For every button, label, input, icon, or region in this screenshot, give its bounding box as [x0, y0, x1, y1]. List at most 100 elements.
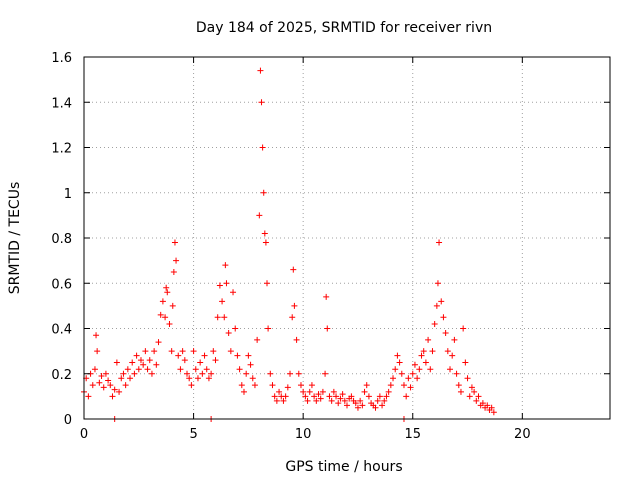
data-point: [188, 382, 195, 389]
data-point: [142, 348, 149, 355]
data-point: [273, 397, 280, 404]
data-point: [451, 336, 458, 343]
data-point: [267, 370, 274, 377]
data-point: [344, 402, 350, 409]
data-point: [394, 352, 401, 359]
y-tick-labels: 0 0.2 0.4 0.6 0.8 1 1.2 1.4 1.6: [51, 51, 72, 428]
data-point: [151, 348, 158, 355]
data-point: [113, 359, 120, 366]
data-point: [333, 393, 340, 400]
data-point: [171, 239, 178, 246]
data-point: [238, 382, 245, 389]
data-point: [186, 375, 193, 382]
data-point: [396, 359, 403, 366]
data-point: [194, 375, 201, 382]
data-point: [201, 352, 208, 359]
data-point: [295, 370, 302, 377]
data-point: [258, 99, 265, 106]
data-point: [365, 393, 372, 400]
data-point: [144, 366, 151, 373]
data-point: [308, 382, 315, 389]
plot-frame: [83, 56, 611, 420]
data-point: [199, 370, 206, 377]
data-point: [162, 314, 169, 321]
data-point: [254, 336, 261, 343]
data-point: [490, 409, 497, 416]
data-point: [488, 404, 495, 411]
data-point: [315, 391, 322, 398]
data-point: [124, 366, 131, 373]
data-point: [455, 382, 462, 389]
y-tick-label: 1.6: [51, 51, 72, 66]
data-point: [414, 375, 421, 382]
data-point: [240, 388, 247, 395]
data-point: [328, 397, 335, 404]
data-point: [177, 366, 184, 373]
x-tick-label: 0: [80, 427, 88, 442]
data-point: [168, 348, 175, 355]
y-tick-label: 0.6: [51, 277, 72, 292]
data-point: [249, 375, 256, 382]
x-tick-label: 15: [404, 427, 421, 442]
data-point: [227, 348, 234, 355]
data-point: [475, 393, 482, 400]
data-point: [216, 282, 223, 289]
data-point: [438, 298, 445, 305]
data-point: [403, 393, 410, 400]
data-point: [471, 388, 478, 395]
data-point: [284, 384, 291, 391]
data-point: [422, 359, 429, 366]
data-point: [319, 388, 326, 395]
data-point: [460, 325, 467, 332]
data-point: [251, 382, 258, 389]
data-point: [223, 280, 230, 287]
data-point: [256, 212, 263, 219]
x-tick-label: 10: [295, 427, 312, 442]
data-point: [429, 348, 436, 355]
data-point: [111, 386, 118, 393]
data-point: [181, 357, 188, 364]
data-point: [337, 395, 344, 402]
data-point: [257, 67, 264, 74]
data-point: [91, 366, 98, 373]
data-point: [407, 384, 414, 391]
data-point: [131, 370, 138, 377]
data-point: [120, 370, 127, 377]
data-point: [159, 298, 166, 305]
y-tick-label: 0.4: [51, 323, 72, 338]
data-point: [129, 359, 136, 366]
data-point: [236, 366, 243, 373]
data-point: [219, 298, 226, 305]
data-point: [148, 370, 155, 377]
data-point: [173, 257, 180, 264]
data-point: [361, 388, 368, 395]
data-point: [357, 397, 364, 404]
x-axis-label: GPS time / hours: [285, 459, 402, 475]
data-point: [287, 370, 294, 377]
data-point: [381, 397, 388, 404]
data-point: [323, 293, 330, 300]
data-point: [153, 361, 160, 368]
data-point: [468, 384, 475, 391]
data-point: [116, 388, 123, 395]
data-point: [291, 302, 298, 309]
data-point: [449, 352, 456, 359]
data-point: [306, 388, 313, 395]
data-point: [290, 266, 297, 273]
data-point: [155, 339, 162, 346]
axis-ticks: [83, 56, 610, 420]
data-point: [222, 262, 229, 269]
y-tick-label: 0.2: [51, 368, 72, 383]
data-point: [280, 397, 287, 404]
y-tick-label: 1.2: [51, 142, 72, 157]
data-point: [326, 393, 333, 400]
data-point: [348, 393, 355, 400]
data-point: [300, 388, 307, 395]
data-point: [282, 393, 289, 400]
data-point: [425, 336, 432, 343]
data-point: [302, 393, 309, 400]
data-point: [473, 397, 480, 404]
x-tick-label: 20: [514, 427, 531, 442]
data-point: [418, 352, 425, 359]
data-point: [170, 268, 177, 275]
